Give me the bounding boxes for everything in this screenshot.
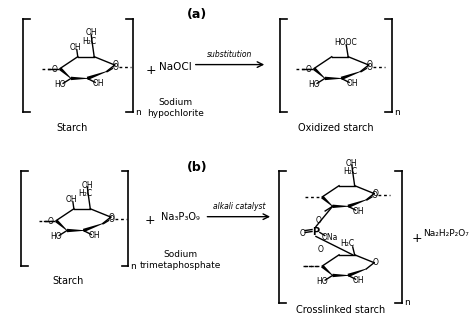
- Text: O: O: [372, 258, 378, 267]
- Polygon shape: [347, 268, 366, 277]
- Polygon shape: [333, 204, 348, 208]
- Text: Crosslinked starch: Crosslinked starch: [296, 305, 385, 314]
- Polygon shape: [59, 67, 71, 79]
- Text: HO: HO: [309, 80, 320, 89]
- Text: OH: OH: [88, 231, 100, 240]
- Text: O: O: [367, 61, 373, 69]
- Text: OH: OH: [92, 79, 104, 88]
- Text: HO: HO: [317, 276, 328, 286]
- Polygon shape: [347, 199, 366, 208]
- Text: H₂C: H₂C: [78, 190, 92, 198]
- Text: OH: OH: [70, 43, 82, 52]
- Text: O: O: [113, 61, 118, 69]
- Text: alkali catalyst: alkali catalyst: [212, 202, 265, 211]
- Text: Starch: Starch: [52, 276, 83, 286]
- Text: Sodium
trimetaphosphate: Sodium trimetaphosphate: [139, 250, 221, 270]
- Text: n: n: [394, 107, 400, 117]
- Text: OH: OH: [353, 276, 364, 285]
- Text: Oxidized starch: Oxidized starch: [298, 123, 373, 133]
- Text: O: O: [51, 65, 57, 74]
- Text: n: n: [130, 262, 136, 271]
- Text: HOOC: HOOC: [334, 38, 356, 47]
- Text: NaOCl: NaOCl: [159, 61, 191, 72]
- Text: O: O: [318, 245, 324, 254]
- Text: +: +: [145, 214, 155, 227]
- Text: Na₂H₂P₂O₇: Na₂H₂P₂O₇: [423, 229, 469, 238]
- Text: Sodium
hypochlorite: Sodium hypochlorite: [147, 98, 204, 118]
- Text: O: O: [372, 189, 378, 198]
- Text: (a): (a): [187, 8, 207, 21]
- Text: substitution: substitution: [207, 50, 253, 59]
- Polygon shape: [325, 77, 341, 80]
- Text: (b): (b): [186, 161, 207, 174]
- Text: Starch: Starch: [56, 123, 87, 133]
- Text: O: O: [372, 191, 378, 200]
- Polygon shape: [67, 229, 83, 232]
- Text: O: O: [299, 229, 305, 238]
- Polygon shape: [87, 71, 107, 80]
- Text: H₂C: H₂C: [340, 239, 354, 249]
- Text: O: O: [112, 63, 118, 72]
- Text: O: O: [109, 213, 115, 222]
- Polygon shape: [321, 265, 333, 276]
- Text: +: +: [146, 64, 156, 77]
- Text: O: O: [366, 63, 372, 72]
- Text: H₂C: H₂C: [82, 37, 96, 46]
- Text: n: n: [404, 298, 410, 307]
- Polygon shape: [83, 223, 103, 232]
- Polygon shape: [71, 77, 87, 80]
- Polygon shape: [341, 71, 361, 80]
- Polygon shape: [321, 196, 333, 207]
- Text: O: O: [316, 216, 322, 225]
- Text: +: +: [411, 232, 422, 245]
- Text: H₂C: H₂C: [343, 167, 357, 176]
- Text: OH: OH: [85, 29, 97, 37]
- Text: HO: HO: [50, 232, 62, 241]
- Text: n: n: [135, 107, 141, 117]
- Text: OH: OH: [346, 159, 358, 168]
- Polygon shape: [55, 219, 67, 231]
- Text: O: O: [109, 215, 114, 224]
- Text: OH: OH: [66, 195, 78, 204]
- Text: OH: OH: [353, 206, 364, 216]
- Polygon shape: [333, 274, 348, 277]
- Text: OH: OH: [82, 181, 93, 190]
- Polygon shape: [313, 67, 325, 79]
- Text: O: O: [47, 217, 53, 226]
- Text: HO: HO: [55, 80, 66, 89]
- Text: P: P: [312, 227, 319, 236]
- Text: ONa: ONa: [321, 233, 338, 242]
- Text: Na₃P₃O₉: Na₃P₃O₉: [161, 212, 200, 222]
- Text: OH: OH: [346, 79, 358, 88]
- Text: O: O: [305, 65, 311, 74]
